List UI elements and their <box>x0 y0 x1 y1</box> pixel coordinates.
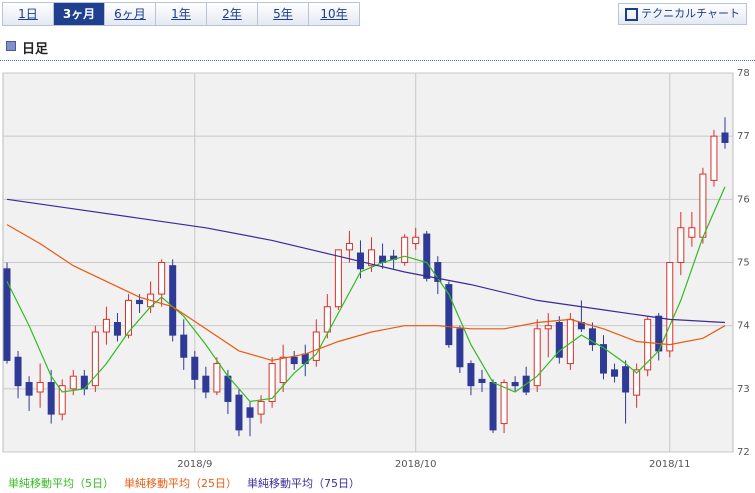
x-tick-label: 2018/9 <box>177 459 212 470</box>
candle-body <box>677 227 685 263</box>
candle-body <box>511 382 519 387</box>
candle-body <box>3 268 11 361</box>
candle-body <box>721 132 729 143</box>
period-tab[interactable]: 2年 <box>206 2 258 26</box>
candle-body <box>622 366 630 393</box>
candle-body <box>688 227 696 238</box>
candle-body <box>345 243 353 251</box>
candle-body <box>611 369 619 377</box>
period-tab[interactable]: 10年 <box>308 2 360 26</box>
candle-body <box>268 363 276 402</box>
candle-body <box>434 262 442 282</box>
candle-body <box>555 322 563 358</box>
period-tab[interactable]: 3ヶ月 <box>53 2 105 26</box>
candle-body <box>445 284 453 346</box>
candle-body <box>467 363 475 387</box>
candle-body <box>102 318 110 333</box>
chart-heading: 日足 <box>6 38 48 57</box>
candle-body <box>456 328 464 368</box>
candle-body <box>136 299 144 305</box>
moving-average-line <box>6 198 726 324</box>
moving-average-line <box>6 224 726 362</box>
candle-body <box>169 265 177 336</box>
candle-body <box>489 382 497 431</box>
candle-body <box>213 363 221 393</box>
period-tab[interactable]: 1年 <box>155 2 207 26</box>
x-tick-label: 2018/11 <box>649 459 691 470</box>
candle-body <box>25 382 33 396</box>
candle-body <box>290 356 298 365</box>
y-tick-label: 78 <box>737 68 750 79</box>
candle-body <box>423 233 431 279</box>
candle-body <box>412 236 420 245</box>
candle-body <box>334 249 342 308</box>
legend-entry: 単純移動平均（75日） <box>247 476 360 490</box>
candle-body <box>533 328 541 387</box>
y-tick-label: 77 <box>737 131 750 142</box>
candle-body <box>544 325 552 330</box>
period-tabs: 1日 3ヶ月 6ヶ月 1年 2年 5年 10年 <box>2 2 360 26</box>
candle-body <box>235 394 243 431</box>
candle-body <box>202 375 210 393</box>
period-tab[interactable]: 6ヶ月 <box>104 2 156 26</box>
candle-body <box>666 262 674 352</box>
candle-body <box>224 375 232 402</box>
candle-body <box>644 318 652 371</box>
legend-entry: 単純移動平均（5日） <box>8 476 114 490</box>
y-tick-label: 72 <box>737 447 750 458</box>
y-tick-label: 74 <box>737 321 750 332</box>
candle-body <box>69 375 77 390</box>
candle-body <box>14 356 22 387</box>
y-tick-label: 75 <box>737 258 750 269</box>
candle-body <box>478 378 486 384</box>
candle-body <box>125 299 133 336</box>
moving-average-line <box>6 186 726 403</box>
candle-body <box>257 400 265 415</box>
technical-chart-button[interactable]: テクニカルチャート <box>618 3 747 25</box>
candle-body <box>599 344 607 374</box>
candle-body <box>401 236 409 264</box>
candle-body <box>47 382 55 415</box>
candle-body <box>191 356 199 380</box>
candle-body <box>312 331 320 361</box>
candle-body <box>323 306 331 333</box>
candle-body <box>91 331 99 387</box>
candle-body <box>500 382 508 425</box>
candle-body <box>588 328 596 346</box>
candle-body <box>279 356 287 384</box>
candle-body <box>36 382 44 393</box>
candle-body <box>368 249 376 267</box>
period-tab[interactable]: 1日 <box>2 2 54 26</box>
candle-body <box>58 385 66 415</box>
candle-body <box>158 262 166 295</box>
candle-body <box>633 369 641 396</box>
x-tick-label: 2018/10 <box>395 459 437 470</box>
candle-body <box>180 334 188 358</box>
legend-entry: 単純移動平均（25日） <box>124 476 237 490</box>
candle-body <box>113 322 121 336</box>
candle-body <box>246 407 254 418</box>
candle-body <box>699 173 707 238</box>
candle-body <box>710 135 718 181</box>
y-tick-label: 73 <box>737 384 750 395</box>
separator <box>0 60 755 61</box>
y-tick-label: 76 <box>737 194 750 205</box>
